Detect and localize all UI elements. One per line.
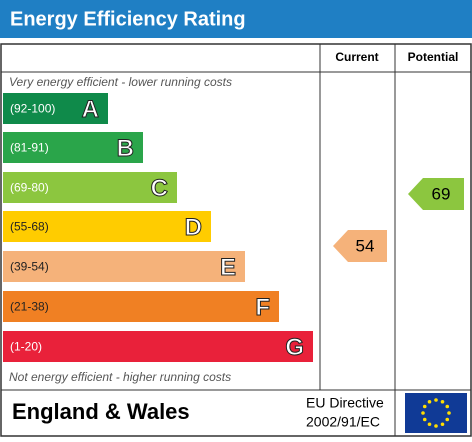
band-letter: E: [220, 254, 236, 281]
band-bar: [3, 211, 211, 242]
eu-star: [434, 424, 438, 428]
band-range: (39-54): [10, 260, 49, 274]
eu-star: [422, 404, 427, 409]
band-letter: D: [185, 214, 202, 241]
eu-star: [440, 399, 445, 404]
eu-star: [440, 422, 445, 427]
eu-star: [434, 398, 438, 402]
eu-stars: [421, 398, 451, 428]
bottom-note: Not energy efficient - higher running co…: [9, 370, 231, 384]
band-range: (69-80): [10, 181, 49, 195]
potential-arrow: [408, 178, 464, 210]
eu-star: [421, 411, 425, 415]
band-letter: C: [151, 175, 168, 202]
eu-star: [422, 417, 427, 422]
current-header: Current: [335, 50, 378, 64]
band-range: (21-38): [10, 300, 49, 314]
band-bar: [3, 172, 177, 203]
directive-line1: EU Directive: [306, 395, 384, 411]
band-bar: [3, 251, 245, 282]
band-range: (81-91): [10, 141, 49, 155]
potential-value: 69: [432, 184, 451, 203]
band-range: (1-20): [10, 340, 42, 354]
band-range: (55-68): [10, 220, 49, 234]
current-value: 54: [356, 236, 375, 255]
directive-line2: 2002/91/EC: [306, 414, 380, 430]
eu-star: [427, 399, 432, 404]
title: Energy Efficiency Rating: [10, 8, 246, 30]
band-bar: [3, 331, 313, 362]
band-letter: G: [285, 334, 304, 361]
band-letter: A: [82, 96, 99, 123]
band-bar: [3, 93, 108, 124]
eu-star: [427, 422, 432, 427]
band-letter: B: [117, 135, 134, 162]
current-arrow: [333, 230, 387, 262]
top-note: Very energy efficient - lower running co…: [9, 75, 232, 89]
potential-header: Potential: [408, 50, 459, 64]
band-bar: [3, 132, 143, 163]
eu-star: [445, 404, 450, 409]
eu-star: [447, 411, 451, 415]
band-bar: [3, 291, 279, 322]
band-letter: F: [255, 294, 270, 321]
band-range: (92-100): [10, 102, 55, 116]
title-bar: [0, 0, 472, 38]
region: England & Wales: [12, 399, 190, 424]
eu-star: [445, 417, 450, 422]
frame: [0, 43, 472, 437]
